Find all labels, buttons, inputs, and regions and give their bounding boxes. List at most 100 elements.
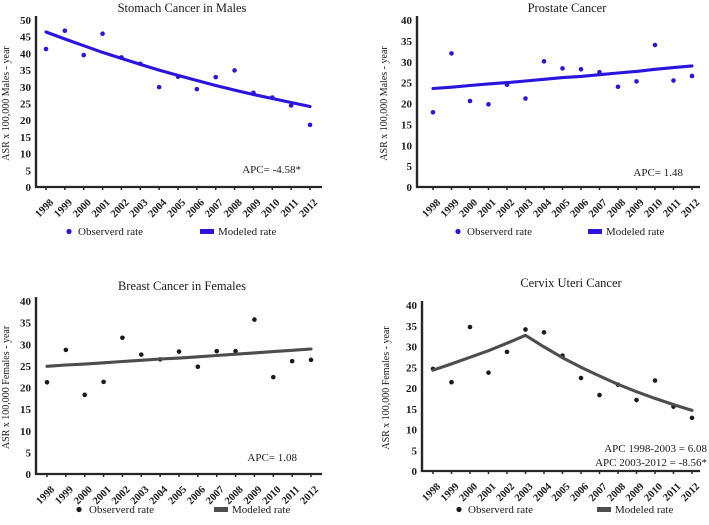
chart-title: Breast Cancer in Females — [118, 279, 246, 293]
modeled-line — [44, 30, 312, 109]
y-axis-label: ASR x 100,000 Males - year — [379, 46, 390, 161]
y-tick-label: 30 — [406, 342, 418, 354]
x-tick-label: 1998 — [420, 197, 443, 220]
x-tick-label: 2006 — [568, 481, 591, 504]
observed-point — [467, 98, 473, 104]
observed-point — [560, 66, 565, 71]
observed-point — [232, 68, 237, 73]
y-tick-label: 40 — [401, 15, 413, 27]
legend-modeled-label: Modeled rate — [615, 504, 673, 516]
legend-observed-label: Observerd rate — [89, 504, 154, 516]
y-tick-label: 0 — [26, 182, 32, 194]
chart-breast-cancer-in-females: Breast Cancer in Females ASR x 100,000 Fe… — [1, 279, 322, 516]
apc-annotation: APC= -4.58* — [242, 164, 301, 176]
x-tick-label: 2010 — [642, 481, 665, 504]
x-tick-label: 2007 — [204, 484, 227, 507]
x-tick-label: 1999 — [52, 197, 75, 220]
observed-point — [176, 349, 182, 354]
y-tick-label: 35 — [20, 65, 32, 77]
x-tick-label: 2005 — [550, 481, 573, 504]
observed-point — [597, 392, 602, 398]
y-tick-label: 45 — [20, 32, 32, 44]
y-tick-label: 10 — [401, 140, 413, 152]
x-tick-label: 2005 — [550, 197, 573, 220]
observed-point — [578, 66, 584, 72]
y-tick-label: 5 — [412, 445, 418, 457]
y-tick-label: 40 — [20, 48, 32, 60]
legend-observed-label: Observerd rate — [468, 504, 533, 516]
x-tick-label: 1999 — [439, 481, 462, 504]
observed-point — [44, 380, 50, 385]
modeled-line — [431, 333, 694, 412]
y-tick-label: 20 — [406, 383, 418, 395]
x-tick-label: 2009 — [624, 481, 647, 504]
x-tick-label: 2000 — [71, 197, 94, 220]
observed-point — [288, 103, 294, 108]
x-tick-label: 2012 — [679, 481, 702, 504]
chart-prostate-cancer: Prostate Cancer ASR x 100,000 Males - yea… — [379, 1, 702, 238]
x-tick-label: 2002 — [494, 481, 517, 504]
x-tick-label: 2011 — [661, 197, 683, 219]
x-tick-label: 2001 — [476, 481, 499, 504]
observed-point — [467, 324, 473, 330]
observed-point — [449, 379, 454, 385]
x-tick-label: 2000 — [457, 481, 480, 504]
apc-annotation: APC= 1.48 — [633, 167, 683, 179]
x-tick-label: 2005 — [165, 197, 188, 220]
observed-point — [504, 349, 510, 355]
observed-point — [252, 317, 257, 322]
legend-modeled-label: Modeled rate — [606, 226, 664, 238]
y-tick-label: 30 — [20, 82, 32, 94]
y-tick-label: 15 — [20, 132, 32, 144]
chart-title: Stomach Cancer in Males — [118, 1, 247, 15]
y-axis-label: ASR x 100,000 Males - year — [1, 46, 12, 161]
observed-point — [100, 31, 105, 36]
y-tick-label: 10 — [20, 426, 32, 438]
y-tick-label: 40 — [20, 296, 32, 308]
x-tick-label: 2011 — [661, 481, 683, 503]
x-tick-label: 1999 — [53, 484, 76, 507]
x-tick-label: 2002 — [494, 197, 517, 220]
y-tick-label: 5 — [26, 165, 32, 177]
y-axis-label: ASR x 100,000 Females - year — [1, 325, 12, 449]
chart-cervix-uteri-cancer: Cervix Uteri Cancer ASR x 100,000 Females… — [381, 276, 707, 516]
chart-title: Cervix Uteri Cancer — [520, 276, 622, 290]
apc-annotation: APC 2003-2012 = -8.56* — [595, 457, 707, 469]
observed-point — [634, 79, 639, 84]
legend-modeled-label: Modeled rate — [218, 226, 276, 238]
observed-point — [578, 375, 584, 381]
chart-stomach-cancer-in-males: Stomach Cancer in Males ASR x 100,000 Mal… — [1, 1, 322, 238]
legend-observed-marker — [76, 506, 82, 513]
x-tick-label: 2005 — [166, 484, 189, 507]
observed-point — [213, 74, 219, 80]
observed-point — [615, 84, 621, 90]
observed-point — [156, 84, 162, 90]
x-tick-label: 2001 — [90, 197, 113, 220]
legend-observed-marker — [456, 506, 462, 513]
x-tick-label: 2006 — [568, 197, 591, 220]
legend-modeled-label: Modeled rate — [232, 504, 290, 516]
observed-point — [449, 51, 454, 56]
modeled-line — [431, 64, 694, 91]
observed-point — [430, 109, 436, 115]
x-tick-label: 1998 — [33, 197, 56, 220]
observed-point — [43, 46, 49, 52]
y-tick-label: 10 — [20, 149, 32, 161]
y-tick-label: 35 — [20, 318, 32, 330]
observed-point — [289, 358, 295, 364]
y-axis-label: ASR x 100,000 Females - year — [381, 326, 392, 450]
y-tick-label: 15 — [401, 119, 413, 131]
y-tick-label: 35 — [401, 36, 413, 48]
observed-point — [82, 392, 88, 398]
y-tick-label: 20 — [20, 115, 32, 127]
x-tick-label: 2003 — [513, 481, 536, 504]
x-tick-label: 1998 — [420, 481, 443, 504]
y-tick-label: 25 — [406, 362, 418, 374]
observed-point — [138, 352, 144, 357]
x-tick-label: 1999 — [439, 197, 462, 220]
observed-point — [81, 52, 87, 58]
chart-title: Prostate Cancer — [528, 1, 608, 15]
y-tick-label: 40 — [406, 300, 418, 312]
observed-point — [523, 327, 528, 332]
